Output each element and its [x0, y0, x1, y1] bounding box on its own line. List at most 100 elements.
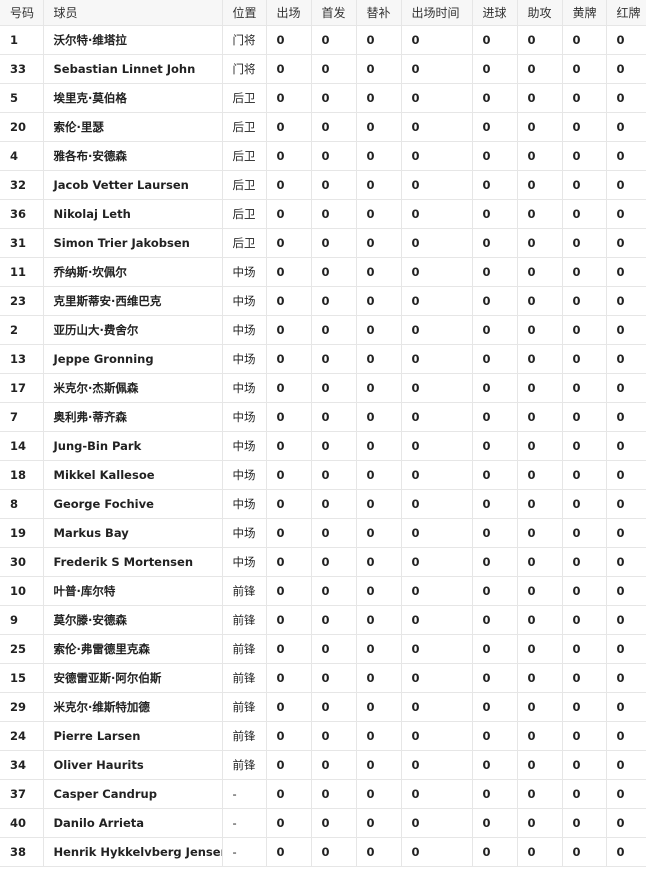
- shirt-number: 38: [0, 837, 44, 867]
- stat-cell: 0: [356, 808, 402, 838]
- shirt-number: 23: [0, 286, 44, 316]
- stat-cell: 0: [356, 547, 402, 577]
- stat-cell: 0: [517, 605, 563, 635]
- stat-cell: 0: [606, 460, 646, 490]
- stat-cell: 0: [606, 25, 646, 55]
- stat-cell: 0: [517, 779, 563, 809]
- stat-cell: 0: [606, 518, 646, 548]
- stat-cell: 0: [472, 460, 518, 490]
- stat-cell: 0: [311, 692, 357, 722]
- position: 后卫: [222, 112, 267, 142]
- stat-cell: 0: [562, 199, 607, 229]
- stat-cell: 0: [472, 750, 518, 780]
- table-header: 号码 球员 位置 出场 首发 替补 出场时间 进球 助攻 黄牌 红牌: [0, 0, 646, 26]
- player-row: 31 Simon Trier Jakobsen 后卫 0 0 0 0 0 0 0 0: [0, 228, 646, 258]
- player-row: 5 埃里克·莫伯格 后卫 0 0 0 0 0 0 0 0: [0, 83, 646, 113]
- player-row: 19 Markus Bay 中场 0 0 0 0 0 0 0 0: [0, 518, 646, 548]
- stat-cell: 0: [311, 112, 357, 142]
- player-row: 24 Pierre Larsen 前锋 0 0 0 0 0 0 0 0: [0, 721, 646, 751]
- stat-cell: 0: [517, 402, 563, 432]
- stat-cell: 0: [266, 489, 312, 519]
- stat-cell: 0: [472, 257, 518, 287]
- stat-cell: 0: [266, 837, 312, 867]
- player-row: 25 索伦·弗雷德里克森 前锋 0 0 0 0 0 0 0 0: [0, 634, 646, 664]
- player-row: 20 索伦·里瑟 后卫 0 0 0 0 0 0 0 0: [0, 112, 646, 142]
- stat-cell: 0: [401, 112, 473, 142]
- position: 前锋: [222, 605, 267, 635]
- player-row: 1 沃尔特·维塔拉 门将 0 0 0 0 0 0 0 0: [0, 25, 646, 55]
- position: 后卫: [222, 141, 267, 171]
- stat-cell: 0: [606, 692, 646, 722]
- stat-cell: 0: [606, 721, 646, 751]
- stat-cell: 0: [311, 54, 357, 84]
- stat-cell: 0: [401, 692, 473, 722]
- stat-cell: 0: [266, 344, 312, 374]
- stat-cell: 0: [266, 634, 312, 664]
- stat-cell: 0: [401, 344, 473, 374]
- stat-cell: 0: [266, 808, 312, 838]
- column-header: 球员: [43, 0, 223, 26]
- shirt-number: 14: [0, 431, 44, 461]
- stat-cell: 0: [606, 605, 646, 635]
- stat-cell: 0: [606, 286, 646, 316]
- stat-cell: 0: [266, 460, 312, 490]
- stat-cell: 0: [311, 228, 357, 258]
- player-row: 40 Danilo Arrieta -0 0 0 0 0 0 0 0: [0, 808, 646, 838]
- stat-cell: 0: [562, 547, 607, 577]
- stat-cell: 0: [401, 779, 473, 809]
- position: 中场: [222, 431, 267, 461]
- stat-cell: 0: [356, 692, 402, 722]
- player-row: 8 George Fochive 中场 0 0 0 0 0 0 0 0: [0, 489, 646, 519]
- shirt-number: 19: [0, 518, 44, 548]
- stat-cell: 0: [562, 431, 607, 461]
- stat-cell: 0: [562, 141, 607, 171]
- position: 前锋: [222, 721, 267, 751]
- player-name: Simon Trier Jakobsen: [43, 228, 223, 258]
- stat-cell: 0: [562, 170, 607, 200]
- player-name: Frederik S Mortensen: [43, 547, 223, 577]
- stat-cell: 0: [517, 54, 563, 84]
- stat-cell: 0: [311, 257, 357, 287]
- column-header: 出场时间: [401, 0, 473, 26]
- player-name: Henrik Hykkelvberg Jensen: [43, 837, 223, 867]
- player-row: 32 Jacob Vetter Laursen 后卫 0 0 0 0 0 0 0 0: [0, 170, 646, 200]
- player-name: Markus Bay: [43, 518, 223, 548]
- stat-cell: 0: [311, 779, 357, 809]
- stat-cell: 0: [356, 170, 402, 200]
- stat-cell: 0: [401, 373, 473, 403]
- stat-cell: 0: [311, 489, 357, 519]
- player-row: 34 Oliver Haurits 前锋 0 0 0 0 0 0 0 0: [0, 750, 646, 780]
- player-row: 10 叶普·库尔特 前锋 0 0 0 0 0 0 0 0: [0, 576, 646, 606]
- stat-cell: 0: [311, 663, 357, 693]
- stat-cell: 0: [472, 112, 518, 142]
- shirt-number: 34: [0, 750, 44, 780]
- stat-cell: 0: [401, 54, 473, 84]
- stat-cell: 0: [472, 663, 518, 693]
- shirt-number: 1: [0, 25, 44, 55]
- stat-cell: 0: [517, 257, 563, 287]
- stat-cell: 0: [356, 286, 402, 316]
- shirt-number: 33: [0, 54, 44, 84]
- shirt-number: 9: [0, 605, 44, 635]
- stat-cell: 0: [472, 431, 518, 461]
- stat-cell: 0: [606, 344, 646, 374]
- column-header: 助攻: [517, 0, 563, 26]
- stat-cell: 0: [266, 576, 312, 606]
- stat-cell: 0: [472, 83, 518, 113]
- position: 中场: [222, 373, 267, 403]
- player-name: 亚历山大·费舍尔: [43, 315, 223, 345]
- stat-cell: 0: [356, 605, 402, 635]
- stat-cell: 0: [606, 808, 646, 838]
- stat-cell: 0: [311, 83, 357, 113]
- stat-cell: 0: [472, 228, 518, 258]
- stat-cell: 0: [356, 431, 402, 461]
- shirt-number: 2: [0, 315, 44, 345]
- stat-cell: 0: [266, 750, 312, 780]
- stat-cell: 0: [401, 199, 473, 229]
- stat-cell: 0: [401, 402, 473, 432]
- stat-cell: 0: [311, 431, 357, 461]
- stat-cell: 0: [401, 25, 473, 55]
- stat-cell: 0: [562, 692, 607, 722]
- stat-cell: 0: [311, 750, 357, 780]
- stat-cell: 0: [266, 112, 312, 142]
